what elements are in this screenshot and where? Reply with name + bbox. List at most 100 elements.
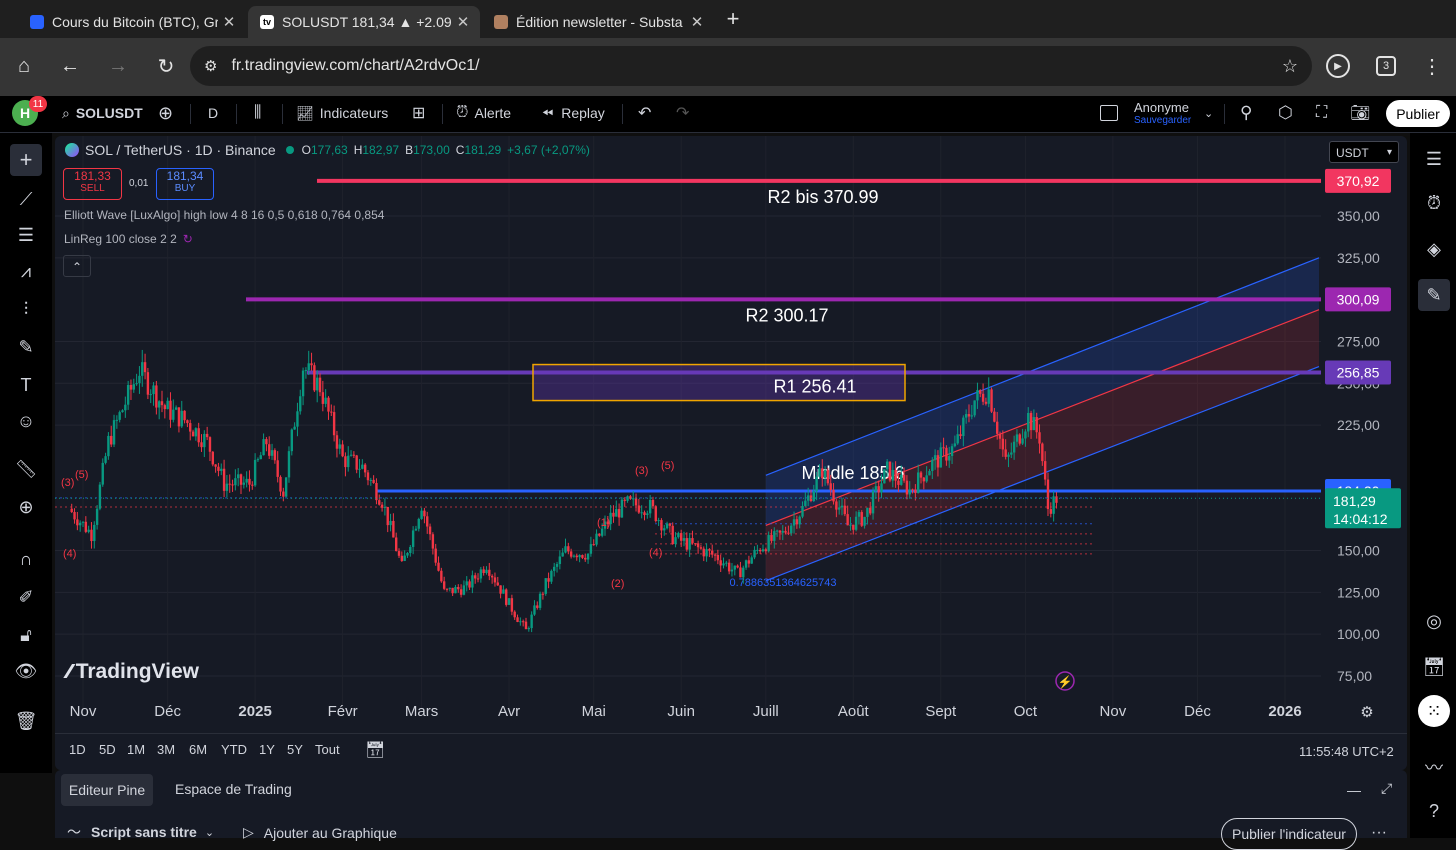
minimize-icon[interactable]: — xyxy=(1347,782,1361,798)
candle-body xyxy=(821,468,824,479)
ideas-icon[interactable]: ✎ xyxy=(1418,279,1450,311)
broadcast-icon[interactable]: 〰 xyxy=(1425,758,1443,778)
maximize-icon[interactable]: ⤢ xyxy=(1381,780,1393,796)
script-name[interactable]: 〜 Script sans titre ⌄ xyxy=(67,822,214,842)
replay-button[interactable]: ⏪︎ Replay xyxy=(542,96,605,130)
calendar-icon[interactable]: 📅︎ xyxy=(1422,656,1446,677)
clock[interactable]: 11:55:48 UTC+2 xyxy=(1299,744,1394,759)
target-icon[interactable]: ◎ xyxy=(1426,610,1442,631)
layouts-icon[interactable]: ⊞ xyxy=(412,105,426,122)
candle-body xyxy=(347,455,350,468)
media-play-icon[interactable]: ▶ xyxy=(1320,48,1356,84)
candles-icon[interactable]: ⫼ xyxy=(254,104,262,121)
brush-icon[interactable]: ✎ xyxy=(18,336,34,357)
sol-logo-icon xyxy=(65,143,79,157)
forecast-tool-icon[interactable]: ⫶ xyxy=(23,298,29,319)
extensions-button[interactable]: 3 xyxy=(1368,48,1404,84)
quick-search-icon[interactable]: ⚲ xyxy=(1240,103,1253,122)
lock-icon[interactable]: 🔓︎ xyxy=(20,624,32,645)
eye-icon[interactable]: 👁︎ xyxy=(14,660,38,681)
layers-icon[interactable]: ◈ xyxy=(1427,238,1441,259)
reload-icon[interactable]: ↻ xyxy=(157,55,175,78)
close-tab-icon[interactable]: ✕ xyxy=(690,14,704,31)
help-icon[interactable]: ? xyxy=(1428,800,1439,821)
candle-body xyxy=(245,478,248,483)
symbol-search[interactable]: ⌕ SOLUSDT xyxy=(62,96,143,130)
crosshair-icon[interactable]: + xyxy=(10,144,42,176)
candle-body xyxy=(426,516,429,527)
range-1d[interactable]: 1D xyxy=(69,742,86,757)
browser-tab-1[interactable]: tv SOLUSDT 181,34 ▲ +2.09% ✕ xyxy=(248,6,480,38)
indicator-elliott-wave[interactable]: Elliott Wave [LuxAlgo] high low 4 8 16 0… xyxy=(64,208,385,222)
trend-line-icon[interactable]: ⟋ xyxy=(19,188,33,209)
add-to-chart-button[interactable]: ▷ Ajouter au Graphique xyxy=(243,824,397,841)
trash-icon[interactable]: 🗑︎ xyxy=(14,710,38,731)
publish-indicator-button[interactable]: Publier l'indicateur xyxy=(1221,818,1357,850)
candle-body xyxy=(205,433,209,438)
range-5d[interactable]: 5D xyxy=(99,742,116,757)
undo-icon[interactable]: ↶ xyxy=(638,105,652,122)
collapse-legend-button[interactable]: ⌃ xyxy=(63,255,91,277)
watchlist-icon[interactable]: ☰ xyxy=(1425,148,1443,169)
browser-menu-icon[interactable]: ⋮ xyxy=(1422,55,1442,78)
alert-button[interactable]: ⏰︎ Alerte xyxy=(456,96,511,130)
magnet-icon[interactable]: ∩ xyxy=(19,548,33,569)
indicator-linreg[interactable]: LinReg 100 close 2 2 ↻ xyxy=(64,232,193,246)
chart-pane[interactable]: R2 bis 370.99 R2 300.17 R1 256.41 Middle 18… xyxy=(55,136,1407,770)
candle-body xyxy=(555,564,559,567)
range-ytd[interactable]: YTD xyxy=(221,742,247,757)
site-info-icon[interactable]: ⚙ xyxy=(204,58,218,75)
home-icon[interactable]: ⌂ xyxy=(17,54,31,77)
browser-tab-2[interactable]: Édition newsletter - Substa ✕ xyxy=(482,6,714,38)
candle-body xyxy=(200,442,203,448)
candle-body xyxy=(101,462,104,485)
forward-icon[interactable]: → xyxy=(108,54,128,77)
pattern-tool-icon[interactable]: ⩘ xyxy=(20,260,32,281)
range-tout[interactable]: Tout xyxy=(315,742,340,757)
browser-tab-0[interactable]: Cours du Bitcoin (BTC), Gra ✕ xyxy=(18,6,246,38)
sell-button[interactable]: 181,33 SELL xyxy=(63,168,122,200)
redo-icon[interactable]: ↷ xyxy=(676,105,690,122)
range-6m[interactable]: 6M xyxy=(189,742,208,757)
tab-trading-panel[interactable]: Espace de Trading xyxy=(175,781,292,797)
text-tool-icon[interactable]: T xyxy=(20,374,32,395)
level-label: R2 300.17 xyxy=(745,305,828,325)
indicators-button[interactable]: 📈︎ Indicateurs xyxy=(296,96,388,130)
bookmark-star-icon[interactable]: ☆ xyxy=(1281,55,1298,76)
range-3m[interactable]: 3M xyxy=(157,742,176,757)
apps-grid-icon[interactable]: ⁙ xyxy=(1418,695,1450,727)
publish-button[interactable]: Publier xyxy=(1386,100,1450,127)
buy-button[interactable]: 181,34 BUY xyxy=(156,168,214,200)
back-icon[interactable]: ← xyxy=(60,54,80,77)
settings-icon[interactable]: ⬡ xyxy=(1278,103,1293,122)
alarm-icon: ⏰︎ xyxy=(456,104,469,121)
ruler-icon[interactable]: 📏︎ xyxy=(14,458,38,479)
fib-tool-icon[interactable]: ☰ xyxy=(17,224,35,245)
account-menu[interactable]: Anonyme Sauvegarder xyxy=(1134,100,1191,126)
alerts-clock-icon[interactable]: ⏰︎ xyxy=(1426,192,1442,213)
tab-pine-editor[interactable]: Editeur Pine xyxy=(61,774,153,806)
layout-checkbox[interactable] xyxy=(1100,96,1118,130)
url-bar[interactable]: ⚙ fr.tradingview.com/chart/A2rdvOc1/ ☆ xyxy=(190,46,1312,86)
range-5y[interactable]: 5Y xyxy=(287,742,303,757)
close-tab-icon[interactable]: ✕ xyxy=(222,14,236,31)
emoji-icon[interactable]: ☺ xyxy=(16,410,36,431)
close-tab-icon[interactable]: ✕ xyxy=(456,14,470,31)
time-tick-label: 2026 xyxy=(1268,703,1301,720)
new-tab-button[interactable]: + xyxy=(726,6,740,31)
range-1m[interactable]: 1M xyxy=(127,742,146,757)
fullscreen-icon[interactable]: ⛶ xyxy=(1316,104,1328,121)
more-icon[interactable]: ··· xyxy=(1371,824,1387,841)
zoom-in-icon[interactable]: ⊕ xyxy=(18,496,34,517)
currency-select[interactable]: USDT ▾ xyxy=(1329,141,1399,163)
compare-symbol-icon[interactable]: ⊕ xyxy=(158,102,174,123)
candle-body xyxy=(705,549,708,557)
chevron-down-icon[interactable]: ⌄ xyxy=(1204,107,1214,120)
date-range-calendar-icon[interactable]: 📅︎ xyxy=(365,742,386,759)
lock-drawing-icon[interactable]: ✐ xyxy=(18,586,34,607)
interval-button[interactable]: D xyxy=(208,105,219,121)
range-1y[interactable]: 1Y xyxy=(259,742,275,757)
camera-icon[interactable]: 📷︎ xyxy=(1350,105,1371,122)
